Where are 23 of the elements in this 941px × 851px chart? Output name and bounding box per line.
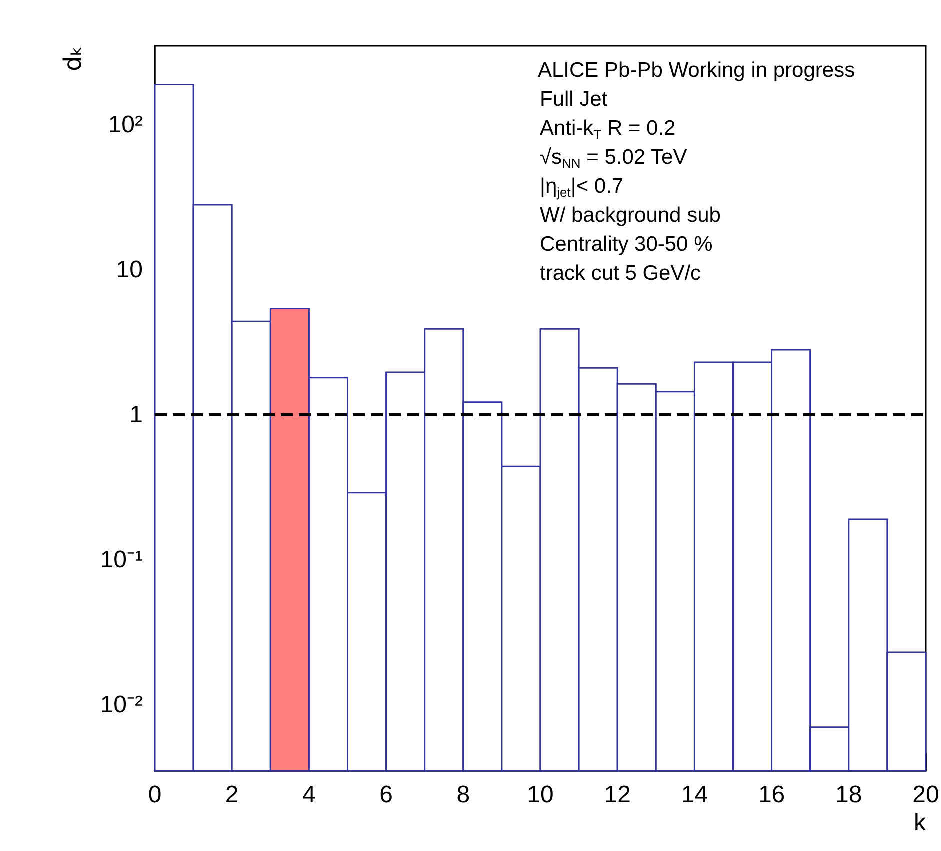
y-axis-title: dₖ bbox=[59, 46, 87, 72]
x-tick-label: 0 bbox=[148, 782, 162, 808]
x-tick-label: 14 bbox=[681, 782, 708, 808]
x-axis-title: k bbox=[914, 810, 927, 836]
x-tick-label: 20 bbox=[912, 782, 940, 808]
x-tick-label: 10 bbox=[527, 782, 554, 808]
y-tick-label: 1 bbox=[130, 401, 143, 428]
annotation: Centrality 30-50 % bbox=[540, 233, 713, 256]
x-tick-label: 6 bbox=[380, 782, 393, 808]
x-tick-label: 8 bbox=[456, 782, 470, 808]
x-tick-label: 12 bbox=[604, 782, 631, 808]
x-tick-label: 16 bbox=[758, 782, 786, 808]
annotation: ALICE Pb-Pb Working in progress bbox=[538, 59, 856, 82]
annotation: Full Jet bbox=[540, 88, 608, 111]
annotation: W/ background sub bbox=[540, 204, 721, 227]
x-tick-label: 4 bbox=[302, 782, 316, 808]
y-tick-label: 10 bbox=[116, 256, 143, 284]
y-tick-label: 10⁻² bbox=[100, 691, 144, 718]
x-tick-label: 2 bbox=[225, 782, 239, 808]
y-tick-label: 10⁻¹ bbox=[100, 546, 144, 574]
x-tick-label: 18 bbox=[836, 782, 862, 808]
annotation: track cut 5 GeV/c bbox=[540, 262, 702, 285]
y-tick-label: 10² bbox=[108, 111, 144, 138]
